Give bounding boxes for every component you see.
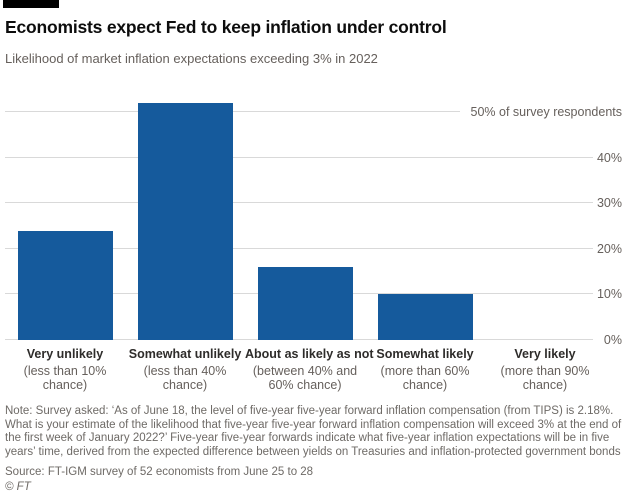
- category-title: About as likely as not: [245, 347, 374, 361]
- category-detail: (between 40% and 60% chance): [252, 364, 358, 392]
- bars-group: [5, 98, 605, 340]
- bar-somewhat-unlikely: [137, 102, 233, 340]
- plot-area: 0% 10% 20% 30% 40% 50% of survey respondents: [5, 98, 622, 347]
- category-detail: (more than 90% chance): [500, 364, 590, 392]
- y-axis-tick-label: 20%: [596, 241, 622, 256]
- x-axis-labels: Very unlikely (less than 10% chance) Som…: [5, 347, 605, 392]
- gridline: [5, 156, 593, 158]
- bar-very-unlikely: [17, 230, 113, 340]
- y-axis-tick-label: 30%: [596, 196, 622, 211]
- copyright: © FT: [5, 481, 31, 493]
- category-detail: (less than 10% chance): [23, 364, 107, 392]
- category-label-about-as-likely-as-not: About as likely as not (between 40% and …: [245, 347, 374, 392]
- category-title: Very likely: [514, 347, 576, 361]
- chart-subtitle: Likelihood of market inflation expectati…: [5, 51, 378, 66]
- category-title: Very unlikely: [26, 347, 104, 361]
- y-axis-top-label: 50% of survey respondents: [470, 105, 622, 119]
- bar-column-very-unlikely: [5, 230, 125, 340]
- category-label-very-likely: Very likely (more than 90% chance): [485, 347, 605, 392]
- footnote: Note: Survey asked: ‘As of June 18, the …: [5, 405, 622, 458]
- ft-brand-tag: [3, 0, 59, 8]
- category-label-somewhat-unlikely: Somewhat unlikely (less than 40% chance): [125, 347, 245, 392]
- bar-about-as-likely-as-not: [257, 267, 353, 340]
- chart-title: Economists expect Fed to keep inflation …: [5, 17, 447, 37]
- gridline: [5, 202, 593, 204]
- gridline: [5, 111, 460, 112]
- source-line: Source: FT-IGM survey of 52 economists f…: [5, 466, 314, 478]
- category-label-somewhat-likely: Somewhat likely (more than 60% chance): [365, 347, 485, 392]
- bar-somewhat-likely: [377, 294, 473, 340]
- y-axis-tick-label: 40%: [596, 150, 622, 165]
- category-detail: (more than 60% chance): [380, 364, 470, 392]
- bar-column-somewhat-unlikely: [125, 102, 245, 340]
- category-title: Somewhat unlikely: [128, 347, 242, 361]
- gridline: [5, 247, 593, 249]
- y-axis-tick-label: 10%: [596, 287, 622, 302]
- category-detail: (less than 40% chance): [143, 364, 227, 392]
- category-label-very-unlikely: Very unlikely (less than 10% chance): [5, 347, 125, 392]
- category-title: Somewhat likely: [376, 347, 474, 361]
- bar-column-somewhat-likely: [365, 294, 485, 340]
- bar-column-about-as-likely-as-not: [245, 267, 365, 340]
- y-axis-tick-label: 0%: [603, 333, 622, 347]
